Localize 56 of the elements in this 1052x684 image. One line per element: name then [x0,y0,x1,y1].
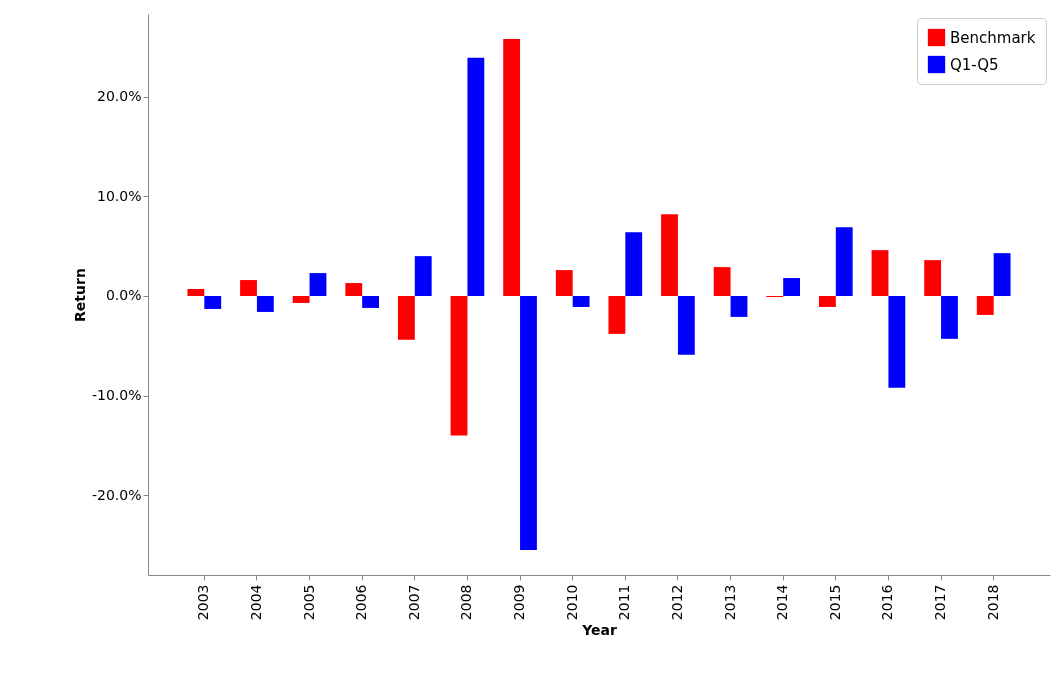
bar [941,295,958,339]
bar [818,295,836,307]
bar [871,250,889,296]
y-tick-label: -20.0% [91,486,142,503]
bar [976,295,994,315]
x-tick-label: 2014 [774,584,791,621]
x-tick-label: 2017 [932,584,949,621]
y-tick-label: -10.0% [91,387,142,404]
bar [240,280,257,296]
x-axis-title: Year [581,622,617,639]
y-tick-label: 0.0% [105,287,142,304]
x-tick-label: 2009 [511,584,528,621]
x-tick-label: 2016 [879,584,896,621]
bar [783,278,801,296]
bar [503,38,521,296]
x-tick-label: 2015 [826,584,843,621]
bar [204,295,222,309]
x-tick-label: 2010 [563,584,580,621]
bar [397,295,415,340]
x-tick-label: 2012 [668,584,685,621]
bar [713,267,731,296]
bar [888,295,906,388]
x-tick-label: 2006 [353,584,370,621]
bar [993,253,1011,296]
legend-label: Q1-Q5 [950,55,999,74]
bar [835,227,853,296]
bar [345,283,363,296]
x-tick-label: 2004 [247,584,264,621]
bar [555,270,573,296]
x-tick-label: 2018 [984,584,1001,621]
bar [677,295,695,355]
bar [661,214,678,296]
y-tick-label: 10.0% [97,187,142,204]
bar [256,295,274,312]
x-tick-label: 2005 [300,584,317,621]
x-tick-label: 2013 [721,584,738,621]
bar [414,256,432,296]
bar [187,289,205,296]
bar [572,295,590,307]
x-tick-label: 2007 [405,584,422,621]
y-axis-title: Return [71,268,88,322]
bar [450,295,468,436]
bar [924,260,942,296]
x-tick-label: 2008 [458,584,475,621]
y-tick-label: 20.0% [97,88,142,105]
bar [467,57,485,296]
bar [520,295,537,551]
bar [309,273,327,296]
x-tick-label: 2003 [195,584,212,621]
bar [292,295,310,303]
bar [608,295,626,334]
bar [730,295,748,317]
x-tick-label: 2011 [616,584,633,621]
legend-label: Benchmark [950,28,1036,47]
bar [362,295,380,308]
bar [625,232,643,296]
